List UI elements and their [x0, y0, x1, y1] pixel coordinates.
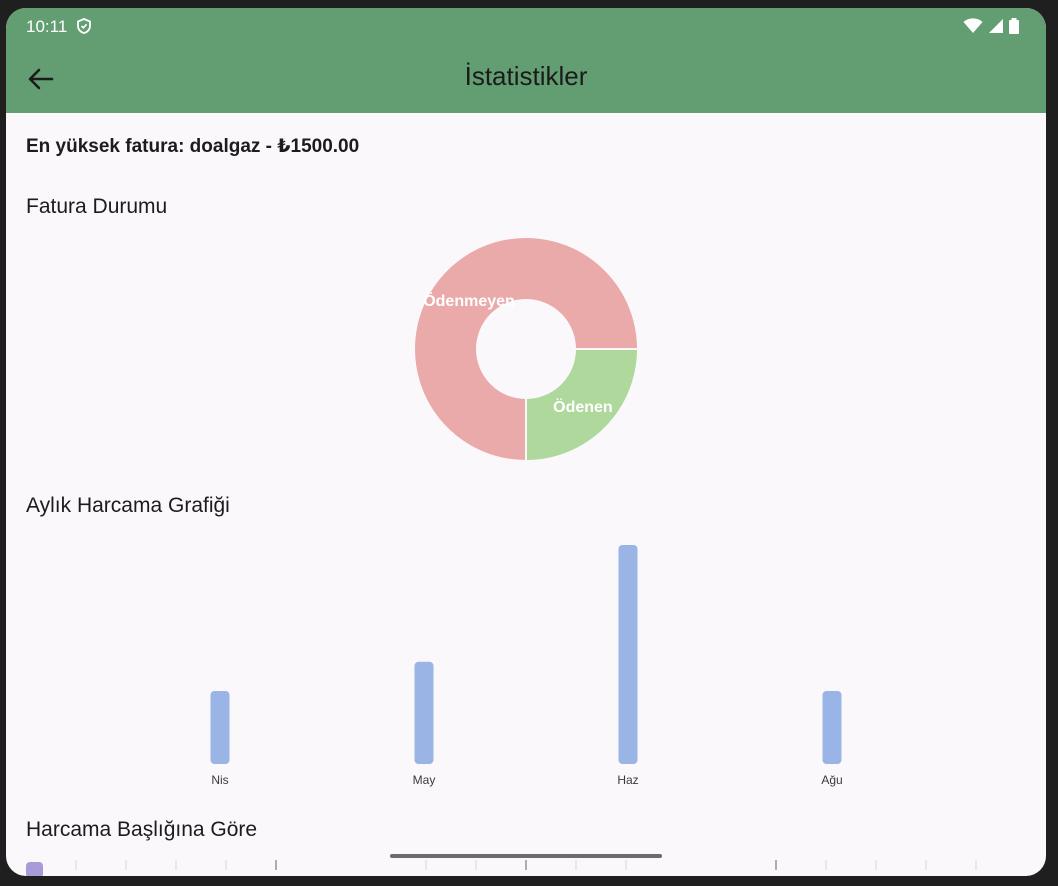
status-time: 10:11 — [26, 17, 68, 36]
category-chart-peek — [26, 860, 977, 876]
bar-Haz — [618, 545, 638, 764]
monthly-spending-bar-chart: Nis May Haz Ağu — [210, 545, 843, 787]
category-bar — [26, 862, 43, 876]
app-bar: 10:11 İstatistikler — [6, 8, 1046, 113]
page-title: İstatistikler — [464, 61, 588, 91]
shield-icon — [77, 18, 91, 34]
battery-icon — [1009, 18, 1019, 34]
pie-slice-1 — [413, 236, 640, 463]
bar-Nis — [210, 691, 230, 764]
bill-status-donut-chart: Ödenmeyen Ödenen — [413, 236, 640, 463]
signal-icon — [988, 19, 1003, 33]
pie-slice-2 — [525, 348, 640, 463]
wifi-icon — [963, 18, 983, 33]
app-screen: 10:11 İstatistikler En yüksek fatura: do… — [6, 8, 1046, 876]
bar-label-Haz: Haz — [617, 773, 638, 787]
bar-Ağu — [822, 691, 842, 764]
section-title-monthly: Aylık Harcama Grafiği — [26, 494, 230, 517]
pie-label-2: Ödenen — [553, 397, 613, 416]
highest-bill-text: En yüksek fatura: doalgaz - ₺1500.00 — [26, 136, 360, 157]
bar-May — [414, 661, 434, 764]
section-title-category: Harcama Başlığına Göre — [26, 818, 258, 841]
bar-label-Nis: Nis — [211, 773, 228, 787]
arrow-back-icon[interactable] — [24, 62, 58, 96]
section-title-status: Fatura Durumu — [26, 195, 168, 218]
status-icons — [963, 18, 1020, 39]
bar-label-May: May — [413, 773, 436, 787]
bar-label-Ağu: Ağu — [821, 773, 842, 787]
pie-label-1: Ödenmeyen — [423, 291, 515, 310]
home-indicator[interactable] — [390, 854, 662, 858]
